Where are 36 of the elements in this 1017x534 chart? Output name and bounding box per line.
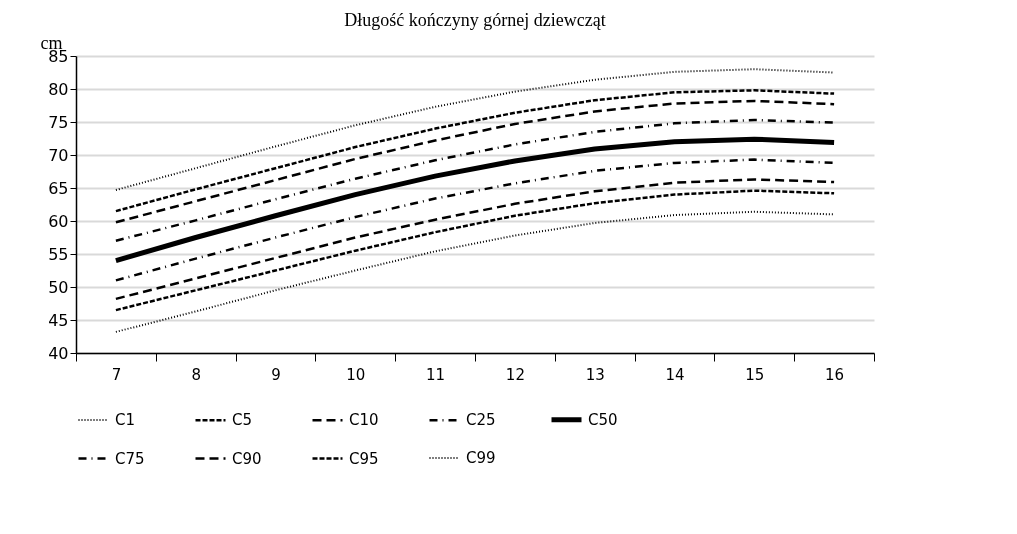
y-tick-label: 40 [48,343,69,363]
legend-label: C99 [466,449,496,467]
line-series [114,189,836,312]
x-tick-label: 16 [825,365,845,384]
legend-label: C1 [115,411,136,429]
x-tick-label: 11 [426,365,446,384]
x-tick-label: 10 [346,365,366,384]
x-tick-label: 8 [191,365,201,384]
legend-label: C50 [588,410,618,429]
x-tick-label: 15 [745,365,765,384]
x-tick-label: 9 [271,365,281,384]
x-tick-label: 7 [111,365,122,384]
y-tick-label: 45 [48,310,69,330]
legend-label: C95 [349,449,379,468]
line-series [114,99,836,224]
line-series [114,158,836,282]
y-tick-label: 50 [48,277,69,297]
x-tick-label: 12 [505,365,525,384]
y-tick-label: 75 [48,112,69,132]
y-tick-label: 60 [48,211,69,231]
x-tick-label: 13 [585,365,605,384]
y-tick-label: 70 [48,145,69,165]
line-series [114,118,836,243]
chart-title: Długość kończyny górnej dziewcząt [344,10,606,30]
y-tick-label: 80 [48,79,69,99]
y-tick-label: 65 [48,178,69,198]
legend-label: C90 [232,449,262,468]
legend-label: C5 [232,411,253,430]
legend-label: C25 [466,411,496,430]
legend-label: C10 [349,411,379,430]
line-series [114,210,836,333]
line-series [114,178,836,301]
line-series [114,89,836,213]
y-tick-label: 55 [48,244,69,264]
x-tick-label: 14 [665,365,685,384]
legend-label: C75 [115,449,145,468]
